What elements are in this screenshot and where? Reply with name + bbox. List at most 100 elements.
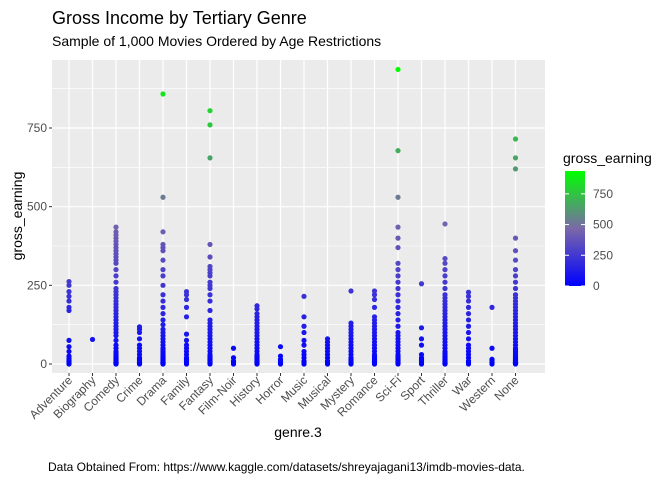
chart-subtitle: Sample of 1,000 Movies Ordered by Age Re… bbox=[52, 33, 381, 49]
y-tick-label: 0 bbox=[40, 357, 47, 371]
data-point bbox=[183, 314, 190, 320]
data-point bbox=[395, 292, 401, 298]
legend-colorbar bbox=[565, 171, 585, 286]
data-point bbox=[66, 304, 72, 310]
data-point bbox=[207, 241, 213, 248]
data-point bbox=[113, 224, 119, 230]
data-point bbox=[113, 342, 119, 348]
data-point bbox=[254, 311, 260, 317]
data-point bbox=[512, 285, 519, 292]
data-point bbox=[66, 298, 72, 304]
data-point bbox=[512, 155, 519, 161]
data-point bbox=[301, 348, 307, 355]
data-point bbox=[301, 337, 307, 343]
data-point bbox=[512, 267, 519, 273]
data-point bbox=[301, 314, 307, 320]
data-point bbox=[66, 344, 72, 350]
data-points bbox=[66, 66, 519, 367]
data-point bbox=[113, 267, 119, 273]
data-point bbox=[512, 235, 519, 241]
data-point bbox=[395, 224, 401, 230]
data-point bbox=[183, 331, 190, 337]
data-point bbox=[465, 311, 472, 317]
data-point bbox=[395, 235, 401, 241]
x-tick-label: None bbox=[491, 373, 521, 403]
data-point bbox=[489, 356, 495, 362]
data-point bbox=[395, 329, 401, 336]
y-axis-title: gross_earning bbox=[9, 172, 25, 261]
data-point bbox=[489, 345, 495, 351]
data-point bbox=[160, 322, 166, 328]
data-point bbox=[207, 279, 213, 285]
data-point bbox=[207, 155, 213, 161]
data-point bbox=[183, 337, 190, 343]
x-axis-title: genre.3 bbox=[274, 424, 322, 440]
data-point bbox=[160, 317, 166, 323]
data-point bbox=[301, 342, 307, 348]
data-point bbox=[301, 323, 307, 329]
data-point bbox=[207, 298, 213, 304]
data-point bbox=[395, 285, 401, 292]
data-point bbox=[465, 329, 472, 336]
data-point bbox=[418, 281, 425, 287]
data-point bbox=[207, 317, 213, 323]
x-axis: AdventureBiographyComedyCrimeDramaFamily… bbox=[27, 373, 522, 422]
data-point bbox=[160, 304, 166, 310]
data-point bbox=[442, 267, 448, 273]
data-point bbox=[418, 325, 425, 331]
data-point bbox=[301, 293, 307, 299]
y-tick-label: 250 bbox=[27, 278, 47, 292]
data-point bbox=[160, 241, 166, 248]
data-point bbox=[395, 66, 401, 73]
y-axis: 0 250 500 750 bbox=[27, 121, 52, 371]
data-point bbox=[418, 351, 425, 358]
data-point bbox=[183, 296, 190, 303]
data-point bbox=[371, 288, 378, 294]
data-point bbox=[160, 326, 166, 332]
data-point bbox=[160, 282, 166, 288]
legend: gross_earning 0 250 500 750 bbox=[563, 150, 652, 293]
data-point bbox=[207, 254, 213, 260]
data-point bbox=[418, 342, 425, 348]
legend-tick-label: 250 bbox=[593, 248, 613, 262]
data-point bbox=[207, 122, 213, 128]
data-point bbox=[113, 273, 119, 279]
data-point bbox=[230, 345, 237, 351]
data-point bbox=[465, 289, 472, 295]
data-point bbox=[66, 353, 72, 359]
data-point bbox=[136, 324, 143, 330]
data-point bbox=[395, 194, 401, 200]
data-point bbox=[395, 244, 401, 251]
data-point bbox=[348, 288, 354, 294]
data-point bbox=[371, 314, 378, 320]
data-point bbox=[465, 304, 472, 310]
data-point bbox=[207, 292, 213, 298]
data-point bbox=[395, 298, 401, 304]
legend-tick-label: 0 bbox=[593, 279, 600, 293]
data-point bbox=[371, 296, 378, 303]
data-point bbox=[113, 285, 119, 292]
y-tick-label: 500 bbox=[27, 200, 47, 214]
data-point bbox=[89, 336, 96, 343]
legend-tick-label: 500 bbox=[593, 218, 613, 232]
y-tick-label: 750 bbox=[27, 121, 47, 135]
x-tick-label: Sci-Fi bbox=[373, 373, 405, 405]
data-point bbox=[512, 279, 519, 285]
data-point bbox=[395, 273, 401, 279]
data-point bbox=[395, 304, 401, 310]
data-point bbox=[113, 337, 119, 343]
data-point bbox=[254, 303, 260, 309]
data-point bbox=[442, 285, 448, 292]
data-point bbox=[160, 273, 166, 279]
data-point bbox=[442, 292, 448, 298]
data-point bbox=[66, 348, 72, 355]
data-point bbox=[348, 320, 354, 326]
data-point bbox=[160, 257, 166, 263]
data-point bbox=[465, 298, 472, 304]
data-point bbox=[207, 108, 213, 114]
data-point bbox=[512, 248, 519, 254]
data-point bbox=[160, 311, 166, 317]
data-point bbox=[465, 317, 472, 323]
data-point bbox=[301, 329, 307, 336]
data-point bbox=[66, 278, 72, 285]
